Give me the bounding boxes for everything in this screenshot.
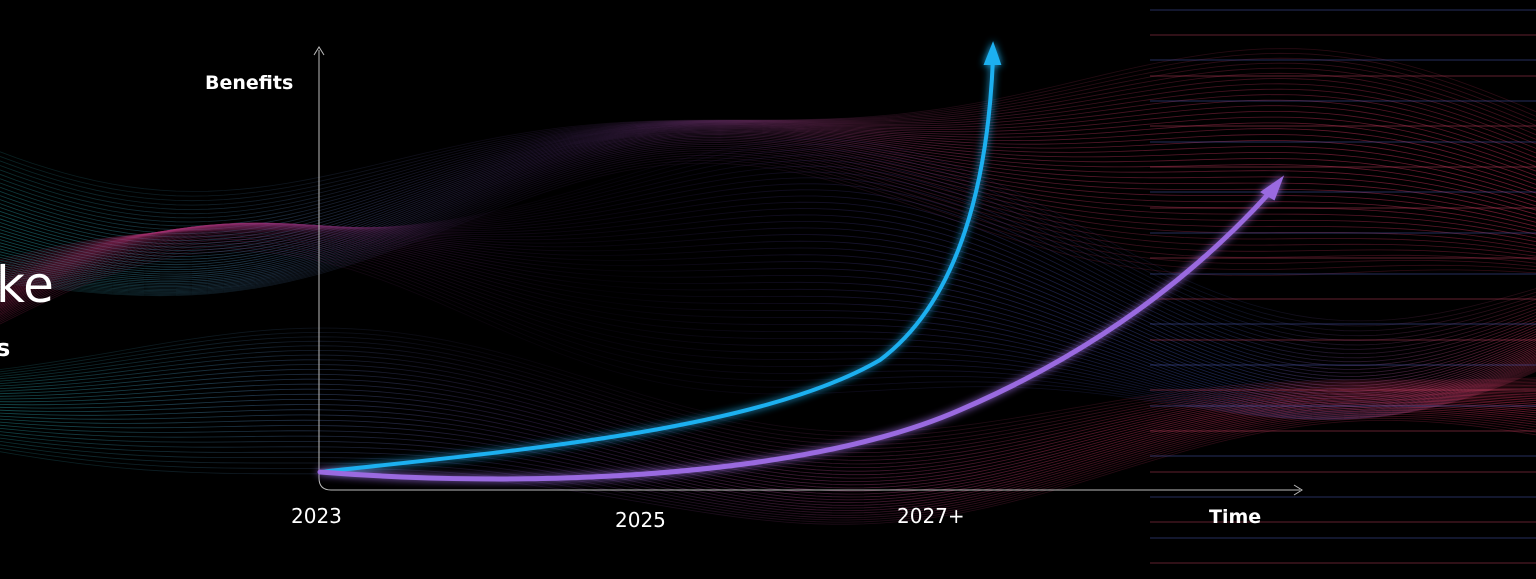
x-arrow — [1293, 484, 1303, 496]
fast-arrowhead — [983, 41, 1002, 65]
slow-arrowhead — [1260, 175, 1285, 201]
y-axis-label: Benefits — [205, 72, 293, 94]
axis-lines — [318, 50, 1300, 491]
x-label: 2023 — [291, 504, 342, 528]
subheading-fragment: s — [0, 334, 10, 362]
y-arrow — [313, 46, 325, 56]
slow-curve — [317, 187, 1275, 482]
curves — [317, 41, 1285, 482]
x-axis-label: Time — [1209, 506, 1261, 528]
x-label: 2025 — [615, 508, 666, 532]
fast-curve — [318, 56, 995, 474]
x-label: 2027+ — [897, 504, 965, 528]
vignette — [250, 40, 1050, 540]
heading-fragment: ke — [0, 256, 54, 314]
axes — [313, 46, 1303, 496]
